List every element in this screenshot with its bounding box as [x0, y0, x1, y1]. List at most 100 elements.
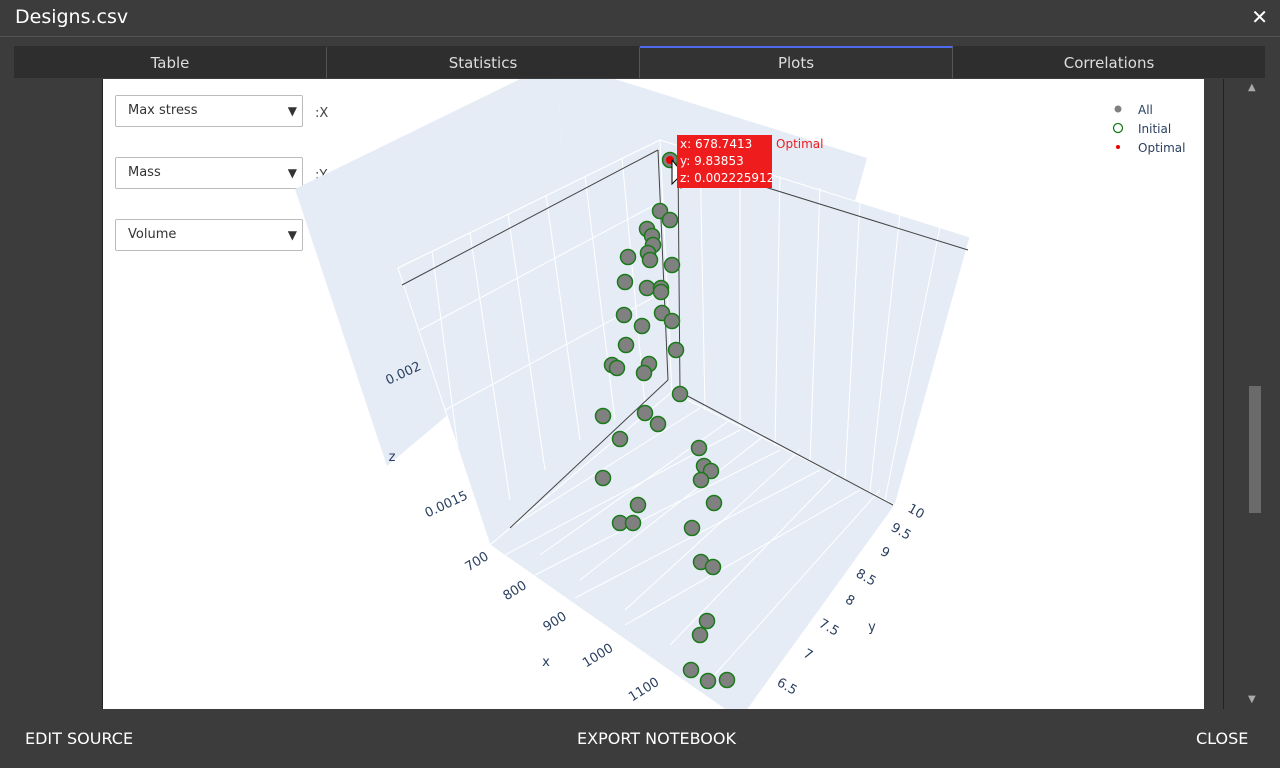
- data-point: [682, 661, 700, 679]
- tooltip-line: x: 678.7413: [680, 137, 752, 151]
- tab[interactable]: Table: [14, 46, 327, 78]
- data-point: [661, 211, 679, 229]
- plot-line: [469, 232, 511, 501]
- data-point: [611, 430, 629, 448]
- plot-line: [419, 199, 665, 331]
- legend-symbol[interactable]: [1114, 105, 1122, 113]
- title-bar: Designs.csv ✕: [0, 0, 1280, 37]
- plot-line: [657, 149, 669, 381]
- tooltip-box: [677, 135, 772, 188]
- plot-line: [884, 226, 941, 501]
- right-pane: [1205, 79, 1224, 709]
- left-pane: [14, 79, 104, 709]
- plot-line: [624, 449, 801, 611]
- data-point: [649, 415, 667, 433]
- x-tick-label: 900: [541, 609, 570, 635]
- scrollbar[interactable]: ▲ ▼: [1244, 79, 1265, 709]
- tab[interactable]: Statistics: [327, 46, 640, 78]
- close-icon[interactable]: ✕: [1251, 5, 1268, 29]
- plot-line: [401, 149, 659, 286]
- data-point: [641, 251, 659, 269]
- x-tick-label: 700: [463, 549, 492, 575]
- tab-bar: Table Statistics Plots Correlations: [14, 46, 1265, 78]
- z-tick-label: 0.0015: [423, 488, 471, 521]
- data-point: [663, 312, 681, 330]
- data-point: [633, 317, 651, 335]
- data-points: [594, 151, 736, 690]
- plot-line: [534, 449, 781, 576]
- button[interactable]: EDIT SOURCE: [25, 729, 134, 748]
- plot-panel: Max stress▼ :X Mass▼ :Y Volume▼ :Z: [103, 79, 1204, 709]
- tooltip-name: Optimal: [776, 137, 823, 151]
- data-point: [704, 558, 722, 576]
- data-point: [615, 306, 633, 324]
- dropdown[interactable]: Mass ▼: [115, 157, 303, 189]
- scroll-thumb[interactable]: [1249, 386, 1261, 513]
- plot-line: [431, 250, 469, 526]
- data-point: [594, 469, 612, 487]
- plot-line: [509, 379, 669, 529]
- plot-line: [545, 194, 581, 441]
- y-tick-label: 7.5: [816, 616, 841, 639]
- plot-line: [509, 407, 701, 529]
- data-point: [698, 612, 716, 630]
- data-point: [636, 404, 654, 422]
- plot-line: [844, 200, 861, 481]
- plot-line: [699, 149, 706, 411]
- data-point: [624, 514, 642, 532]
- dropdown[interactable]: Volume ▼: [115, 219, 303, 251]
- data-point: [683, 519, 701, 537]
- plot-line: [679, 391, 894, 506]
- x-tick-label: 800: [501, 578, 530, 604]
- data-point: [629, 496, 647, 514]
- data-point: [616, 273, 634, 291]
- data-point: [667, 341, 685, 359]
- plot-line: [869, 213, 901, 493]
- y-tick-label: 9.5: [888, 520, 913, 543]
- dropdown-value: Max stress: [128, 103, 198, 118]
- dropdown-value: Volume: [128, 227, 177, 242]
- legend-label[interactable]: All: [1138, 103, 1153, 117]
- dropdown-value: Mass: [128, 165, 161, 180]
- panes: [397, 139, 971, 709]
- legend-label[interactable]: Initial: [1138, 122, 1171, 136]
- y-axis-title: y: [868, 620, 876, 635]
- data-point: [705, 494, 723, 512]
- legend-label[interactable]: Optimal: [1138, 141, 1185, 155]
- data-point: [619, 248, 637, 266]
- tab[interactable]: Plots: [640, 46, 953, 78]
- z-axis-title: z: [389, 450, 396, 465]
- y-tick-label: 8.5: [853, 566, 878, 589]
- plot-line: [809, 187, 821, 463]
- data-point: [652, 283, 670, 301]
- y-tick-label: 8: [842, 592, 857, 609]
- tooltip-line: z: 0.002225912: [680, 171, 774, 185]
- data-point: [699, 672, 717, 690]
- plot-line: [584, 175, 616, 421]
- plot-line: [709, 489, 881, 681]
- y-tick-label: 6.5: [774, 675, 799, 698]
- footer: EDIT SOURCE EXPORT NOTEBOOK CLOSE: [0, 710, 1280, 768]
- tab[interactable]: Correlations: [1063, 54, 1155, 72]
- legend-symbol[interactable]: [1116, 145, 1120, 149]
- button[interactable]: EXPORT NOTEBOOK: [577, 729, 736, 748]
- plot-line: [624, 489, 861, 626]
- plot-line: [579, 434, 766, 581]
- plot-line: [669, 469, 841, 646]
- y-tick-label: 7: [800, 646, 815, 663]
- scatter-3d: x: 678.7413 y: 9.83853 z: 0.002225912 Op…: [295, 79, 1185, 709]
- data-point: [635, 364, 653, 382]
- data-point: [671, 385, 689, 403]
- plot-line: [507, 213, 546, 471]
- data-point: [718, 671, 736, 689]
- data-point: [691, 626, 709, 644]
- button[interactable]: CLOSE: [1196, 729, 1249, 748]
- data-point: [663, 256, 681, 274]
- dropdown[interactable]: Max stress ▼: [115, 95, 303, 127]
- plot-line: [489, 391, 896, 709]
- legend-symbol[interactable]: [1112, 122, 1124, 134]
- data-point: [638, 279, 656, 297]
- y-tick-label: 10: [905, 501, 927, 522]
- data-point: [690, 439, 708, 457]
